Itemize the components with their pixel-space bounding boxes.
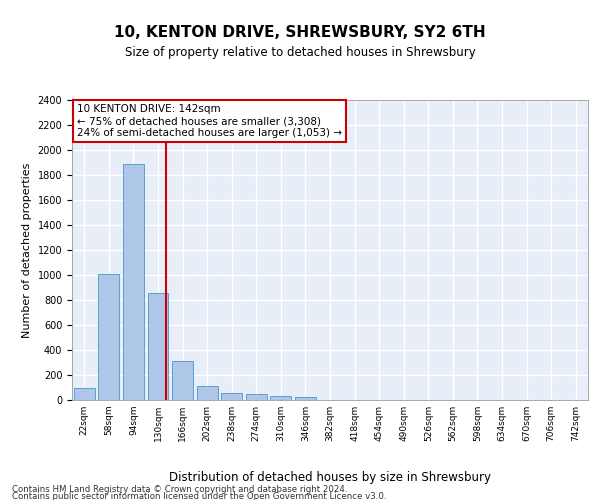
Bar: [246, 394, 267, 400]
Bar: [172, 361, 193, 400]
Bar: [98, 274, 119, 400]
Text: Size of property relative to detached houses in Shrewsbury: Size of property relative to detached ho…: [125, 46, 475, 59]
Text: 10, KENTON DRIVE, SHREWSBURY, SY2 6TH: 10, KENTON DRIVE, SHREWSBURY, SY2 6TH: [114, 25, 486, 40]
Bar: [148, 292, 169, 400]
Bar: [74, 388, 95, 400]
Text: 10 KENTON DRIVE: 142sqm
← 75% of detached houses are smaller (3,308)
24% of semi: 10 KENTON DRIVE: 142sqm ← 75% of detache…: [77, 104, 342, 138]
Bar: [221, 393, 242, 400]
Text: Distribution of detached houses by size in Shrewsbury: Distribution of detached houses by size …: [169, 471, 491, 484]
Bar: [197, 386, 218, 400]
Bar: [295, 397, 316, 400]
Y-axis label: Number of detached properties: Number of detached properties: [22, 162, 32, 338]
Text: Contains public sector information licensed under the Open Government Licence v3: Contains public sector information licen…: [12, 492, 386, 500]
Bar: [123, 164, 144, 400]
Text: Contains HM Land Registry data © Crown copyright and database right 2024.: Contains HM Land Registry data © Crown c…: [12, 484, 347, 494]
Bar: [271, 396, 292, 400]
